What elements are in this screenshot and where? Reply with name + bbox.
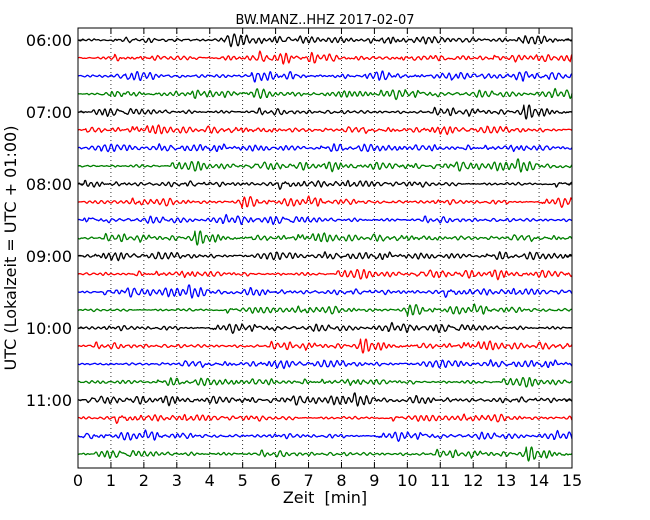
- trace-1000: [77, 321, 573, 334]
- trace-0815: [77, 195, 573, 209]
- x-tick-label: 8: [336, 471, 346, 490]
- plot-frame: [77, 27, 573, 469]
- y-axis: 06:00 07:00 08:00 09:00 10:00 11:00: [26, 31, 572, 410]
- x-tick-label: 1: [106, 471, 116, 490]
- x-tick-label: 15: [562, 471, 582, 490]
- trace-0715: [77, 124, 573, 136]
- trace-0915: [77, 269, 573, 281]
- trace-0730: [77, 143, 573, 153]
- trace-1145: [77, 446, 573, 462]
- trace-0600: [77, 33, 573, 48]
- trace-0615: [77, 50, 573, 65]
- trace-0845: [77, 230, 573, 246]
- trace-1115: [77, 413, 573, 424]
- trace-1030: [77, 359, 573, 370]
- x-tick-label: 5: [238, 471, 248, 490]
- y-tick-label: 07:00: [26, 103, 72, 122]
- grid-lines: [110, 28, 540, 468]
- x-tick-label: 14: [529, 471, 549, 490]
- x-tick-label: 6: [271, 471, 281, 490]
- trace-group: [77, 33, 573, 462]
- trace-1045: [77, 377, 573, 388]
- trace-0930: [77, 284, 573, 299]
- y-tick-label: 06:00: [26, 31, 72, 50]
- trace-0830: [77, 213, 573, 226]
- x-tick-label: 0: [73, 471, 83, 490]
- x-tick-label: 11: [430, 471, 450, 490]
- trace-1015: [77, 338, 573, 354]
- trace-0900: [77, 251, 573, 262]
- trace-0800: [77, 179, 573, 190]
- x-tick-label: 13: [496, 471, 516, 490]
- y-tick-label: 09:00: [26, 247, 72, 266]
- x-tick-label: 2: [139, 471, 149, 490]
- trace-1100: [77, 392, 573, 407]
- x-tick-label: 10: [397, 471, 417, 490]
- y-tick-label: 11:00: [26, 391, 72, 410]
- trace-0645: [77, 87, 573, 101]
- chart-title: BW.MANZ..HHZ 2017-02-07: [235, 13, 414, 28]
- trace-1130: [77, 429, 573, 442]
- x-axis-label: Zeit [min]: [283, 488, 367, 507]
- trace-0945: [77, 303, 573, 317]
- x-tick-label: 4: [205, 471, 215, 490]
- y-tick-label: 08:00: [26, 175, 72, 194]
- y-tick-label: 10:00: [26, 319, 72, 338]
- y-axis-label: UTC (Lokalzeit = UTC + 01:00): [1, 126, 20, 371]
- x-tick-label: 9: [369, 471, 379, 490]
- trace-0700: [77, 104, 573, 120]
- x-axis: 0 1 2 3 4 5 6 7 8 9 10 11 12 13 14 15: [73, 28, 582, 490]
- trace-0630: [77, 70, 573, 83]
- trace-0745: [77, 158, 573, 173]
- x-tick-label: 7: [303, 471, 313, 490]
- x-tick-label: 3: [172, 471, 182, 490]
- x-tick-label: 12: [463, 471, 483, 490]
